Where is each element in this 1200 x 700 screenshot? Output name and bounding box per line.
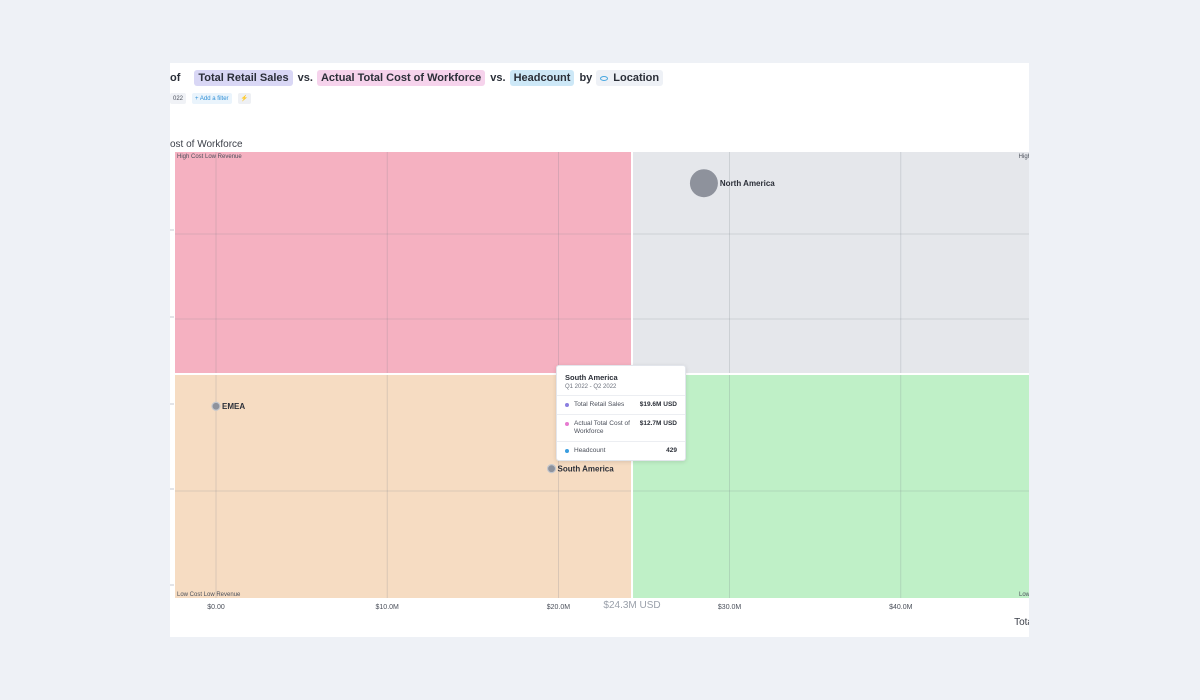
bolt-icon[interactable]: ⚡ — [237, 93, 252, 104]
tooltip-row-name: Total Retail Sales — [574, 401, 625, 408]
measure-chip-headcount[interactable]: Headcount — [509, 70, 575, 86]
measure-chip-total-retail-sales[interactable]: Total Retail Sales — [194, 70, 293, 86]
dimension-chip-location[interactable]: Location — [596, 70, 664, 86]
quadrant-low-cost-high-revenue — [632, 374, 1029, 598]
tooltip-row-name: Actual Total Cost of Workforce — [574, 420, 630, 435]
bubble-label: South America — [558, 465, 615, 474]
x-tick-label: $40.0M — [889, 604, 913, 611]
quadrant-label: High — [1019, 154, 1029, 160]
y-axis-label: ost of Workforce — [170, 139, 243, 150]
chart-card: High Cost Low Revenue High Low Cost Low Re… — [170, 63, 1029, 637]
quadrant-high-cost-low-revenue — [175, 152, 633, 374]
tooltip: South America Q1 2022 - Q2 2022 Total Re… — [556, 365, 686, 461]
x-tick-label: $10.0M — [376, 604, 400, 611]
dimension-label: Location — [613, 72, 660, 84]
quadrant-bubble-chart: High Cost Low Revenue High Low Cost Low Re… — [170, 152, 1029, 628]
tooltip-title: South America — [565, 373, 618, 382]
bubble-label: EMEA — [222, 402, 245, 411]
x-tick-label: $0.00 — [207, 604, 225, 611]
bubble-point[interactable] — [211, 401, 221, 411]
tooltip-row: Total Retail Sales $19.6M USD — [557, 396, 685, 415]
title-vs-2: vs. — [490, 72, 506, 84]
headcount-dot-icon — [565, 449, 569, 453]
sales-dot-icon — [565, 403, 569, 407]
tooltip-row: Headcount 429 — [557, 442, 685, 460]
measure-chip-cost-of-workforce[interactable]: Actual Total Cost of Workforce — [316, 70, 486, 86]
tooltip-row-value: $19.6M USD — [639, 401, 677, 408]
title-vs-1: vs. — [297, 72, 313, 84]
x-tick-label: $30.0M — [718, 604, 742, 611]
tooltip-row-value: 429 — [666, 447, 677, 454]
filter-bar: 022 + Add a filter ⚡ — [170, 93, 257, 104]
title-by: by — [579, 72, 593, 84]
eye-icon — [600, 75, 609, 81]
quadrant-label: Low — [1019, 592, 1029, 598]
chart-title: of Total Retail Sales vs. Actual Total C… — [170, 69, 668, 87]
x-axis-label: Tota — [1014, 617, 1029, 628]
quadrant-label: High Cost Low Revenue — [177, 154, 242, 160]
period-filter-chip[interactable]: 022 — [170, 93, 187, 104]
tooltip-row-name: Headcount — [574, 447, 606, 454]
x-divider-label: $24.3M USD — [603, 600, 660, 611]
bubble-label: North America — [720, 179, 775, 188]
quadrant-label: Low Cost Low Revenue — [177, 592, 241, 598]
title-prefix: of — [170, 72, 181, 84]
bubble-point[interactable] — [689, 169, 718, 198]
x-tick-label: $20.0M — [547, 604, 571, 611]
bubble-point[interactable] — [546, 464, 557, 474]
cost-dot-icon — [565, 422, 569, 426]
quadrant-low-cost-low-revenue — [175, 374, 633, 598]
tooltip-row: Actual Total Cost of Workforce $12.7M US… — [557, 415, 685, 442]
add-filter-button[interactable]: + Add a filter — [192, 93, 232, 104]
tooltip-period: Q1 2022 - Q2 2022 — [565, 384, 617, 390]
tooltip-row-value: $12.7M USD — [639, 420, 677, 427]
